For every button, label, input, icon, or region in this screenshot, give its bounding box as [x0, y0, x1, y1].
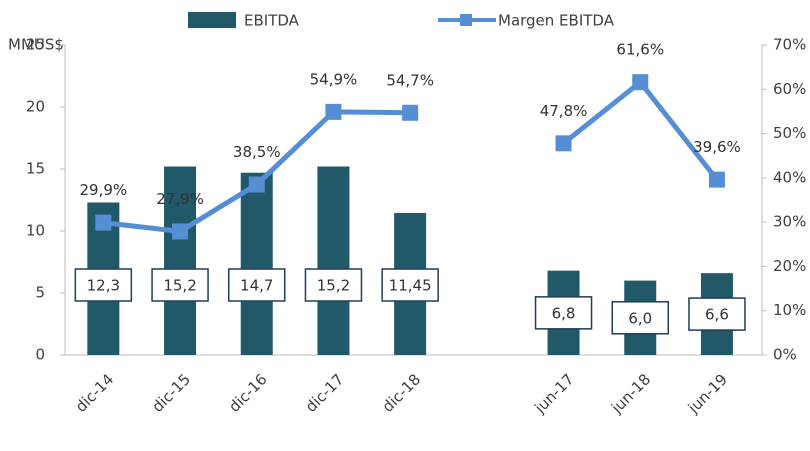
bar: [164, 166, 197, 355]
legend-marker: [460, 14, 472, 26]
y-tick-label: 10: [26, 222, 45, 240]
marker: [172, 223, 189, 240]
y-tick-label: 25: [26, 36, 45, 54]
value-label: 12,3: [87, 277, 120, 295]
value-label: 38,5%: [233, 143, 281, 161]
value-label: 39,6%: [693, 138, 741, 156]
value-label-box: [381, 268, 439, 302]
y2-tick-label: 70%: [773, 36, 806, 54]
value-label: 61,6%: [616, 41, 664, 59]
marker: [325, 103, 342, 120]
marker: [95, 214, 112, 231]
marker: [708, 171, 725, 188]
x-tick-label: jun-17: [530, 370, 577, 417]
x-tick-label: jun-19: [684, 370, 731, 417]
y2-tick-label: 50%: [773, 124, 806, 142]
legend-label: Margen EBITDA: [498, 12, 615, 30]
value-label-box: [534, 296, 593, 330]
value-label: 11,45: [389, 277, 432, 295]
y2-tick-label: 20%: [773, 257, 806, 275]
marker: [402, 104, 419, 121]
bar: [240, 172, 273, 355]
bar: [317, 166, 350, 355]
marker: [632, 74, 649, 91]
y2-tick-label: 40%: [773, 168, 806, 186]
legend-label: EBITDA: [244, 12, 300, 30]
y2-tick-label: 10%: [773, 301, 806, 319]
marker: [248, 176, 265, 193]
legend-swatch: [188, 12, 236, 28]
value-label: 6,0: [628, 309, 652, 327]
y-tick-label: 0: [35, 346, 45, 364]
y-axis-label: MMUS$: [8, 36, 64, 54]
x-tick-label: dic-16: [225, 370, 271, 416]
value-label-box: [611, 301, 669, 335]
x-tick-label: jun-18: [607, 370, 654, 417]
value-label: 29,9%: [80, 181, 128, 199]
value-label: 6,8: [552, 304, 576, 322]
value-label: 15,2: [317, 277, 350, 295]
value-label: 54,9%: [310, 70, 358, 88]
value-label-box: [74, 268, 133, 302]
value-label: 14,7: [240, 277, 273, 295]
y2-tick-label: 0%: [773, 346, 797, 364]
value-label-box: [688, 297, 746, 331]
value-label: 6,6: [705, 306, 729, 324]
x-tick-label: dic-17: [302, 370, 348, 416]
x-tick-label: dic-18: [379, 370, 425, 416]
marker: [555, 135, 572, 152]
y-tick-label: 5: [35, 284, 45, 302]
value-label: 54,7%: [386, 71, 434, 89]
value-label: 15,2: [163, 277, 196, 295]
value-label-box: [151, 268, 209, 302]
x-tick-label: dic-15: [148, 370, 194, 416]
value-label-box: [304, 268, 363, 302]
y2-tick-label: 60%: [773, 80, 806, 98]
y2-tick-label: 30%: [773, 213, 806, 231]
y-tick-label: 20: [26, 98, 45, 116]
value-label-box: [228, 268, 286, 302]
x-tick-label: dic-14: [72, 370, 118, 416]
value-label: 27,9%: [156, 190, 204, 208]
value-label: 47,8%: [540, 102, 588, 120]
y-tick-label: 15: [26, 160, 45, 178]
